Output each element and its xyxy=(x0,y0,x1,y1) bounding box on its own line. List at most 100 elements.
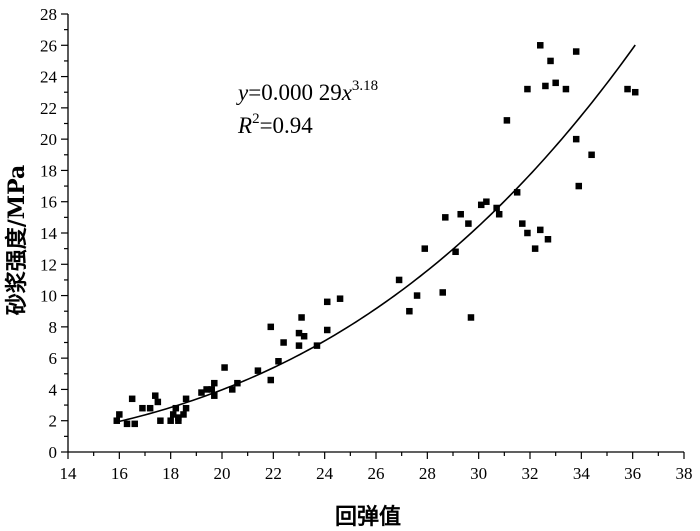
data-point xyxy=(503,117,511,124)
x-tick-label: 22 xyxy=(265,464,282,483)
data-point xyxy=(295,329,303,337)
data-point xyxy=(544,236,552,243)
y-tick-label: 8 xyxy=(49,318,58,337)
data-point xyxy=(588,151,595,159)
data-point xyxy=(211,379,218,387)
x-tick-label: 32 xyxy=(522,464,539,483)
data-point xyxy=(413,292,421,299)
data-point xyxy=(221,364,228,371)
data-point xyxy=(562,85,570,93)
fit-equation: y=0.000 29x3.18 xyxy=(236,78,378,105)
data-point xyxy=(152,392,159,399)
data-point xyxy=(169,411,177,418)
fit-curve xyxy=(119,44,636,423)
data-point xyxy=(180,411,187,418)
data-point xyxy=(513,189,521,196)
fit-curve-layer xyxy=(119,44,636,423)
x-tick-label: 24 xyxy=(316,464,334,483)
equation-lhs: y xyxy=(236,80,249,105)
data-point xyxy=(295,342,303,349)
data-point xyxy=(477,201,485,209)
data-point xyxy=(167,417,174,424)
x-tick-label: 14 xyxy=(60,464,78,483)
data-point xyxy=(457,210,464,218)
data-point xyxy=(267,376,275,384)
y-tick-label: 12 xyxy=(40,255,57,274)
data-point xyxy=(182,404,190,412)
data-point xyxy=(154,398,162,406)
data-point xyxy=(116,411,123,418)
data-point xyxy=(280,339,287,346)
data-point xyxy=(208,386,215,393)
data-point xyxy=(172,404,180,412)
equation-var: x xyxy=(341,80,353,105)
equation-rhs: =0.000 29 xyxy=(248,80,341,105)
data-point xyxy=(542,82,549,90)
data-point xyxy=(146,404,154,412)
y-tick-label: 26 xyxy=(40,36,57,55)
data-point xyxy=(336,295,344,302)
x-tick-label: 28 xyxy=(419,464,436,483)
data-point xyxy=(275,358,282,365)
data-point xyxy=(128,395,136,403)
y-tick-label: 0 xyxy=(49,443,58,462)
data-points xyxy=(113,42,639,428)
data-point xyxy=(439,289,446,296)
data-point xyxy=(519,220,526,227)
data-point xyxy=(203,386,210,393)
y-tick-label: 2 xyxy=(49,412,58,431)
data-point xyxy=(323,298,331,306)
data-point xyxy=(452,248,459,256)
r2-label: R xyxy=(237,113,252,138)
data-point xyxy=(495,210,503,218)
x-tick-label: 16 xyxy=(111,464,128,483)
data-point xyxy=(182,395,190,403)
data-point xyxy=(493,204,500,212)
data-point xyxy=(300,332,308,340)
data-point xyxy=(267,323,275,331)
data-point xyxy=(298,314,305,321)
y-axis-title: 砂浆强度/MPa xyxy=(4,165,30,316)
r2-value: =0.94 xyxy=(260,113,314,138)
r2-superscript: 2 xyxy=(252,111,260,127)
y-tick-label: 6 xyxy=(49,349,58,368)
x-tick-label: 36 xyxy=(624,464,641,483)
data-point xyxy=(442,214,449,221)
x-tick-label: 18 xyxy=(162,464,179,483)
y-tick-label: 14 xyxy=(40,224,58,243)
data-point xyxy=(157,417,164,424)
data-point xyxy=(406,307,413,315)
data-point xyxy=(234,379,241,387)
y-tick-label: 22 xyxy=(40,99,57,118)
y-tick-label: 16 xyxy=(40,193,57,212)
data-point xyxy=(572,135,580,143)
data-point xyxy=(113,417,121,424)
data-point xyxy=(467,314,475,321)
data-point xyxy=(395,276,403,284)
data-point xyxy=(323,326,331,334)
data-point xyxy=(524,85,531,93)
data-point xyxy=(313,342,321,349)
data-point xyxy=(575,182,583,190)
data-point xyxy=(547,57,554,65)
y-tick-label: 4 xyxy=(49,380,58,399)
y-tick-label: 20 xyxy=(40,130,57,149)
x-tick-label: 26 xyxy=(368,464,385,483)
y-tick-label: 28 xyxy=(40,5,57,24)
x-tick-label: 30 xyxy=(470,464,487,483)
data-point xyxy=(421,245,429,252)
data-point xyxy=(537,226,544,234)
data-point xyxy=(139,404,146,412)
y-tick-label: 18 xyxy=(40,161,57,180)
x-tick-label: 20 xyxy=(214,464,231,483)
r-squared: R2=0.94 xyxy=(237,111,313,138)
axes: 14 16 18 20 22 24 26 28 30 32 34 36 3802468101214161… xyxy=(40,5,693,483)
data-point xyxy=(631,88,639,96)
data-point xyxy=(537,42,544,49)
y-tick-label: 24 xyxy=(40,68,58,87)
data-point xyxy=(624,85,631,93)
data-point xyxy=(552,79,559,87)
data-point xyxy=(254,367,262,374)
data-point xyxy=(483,198,490,205)
